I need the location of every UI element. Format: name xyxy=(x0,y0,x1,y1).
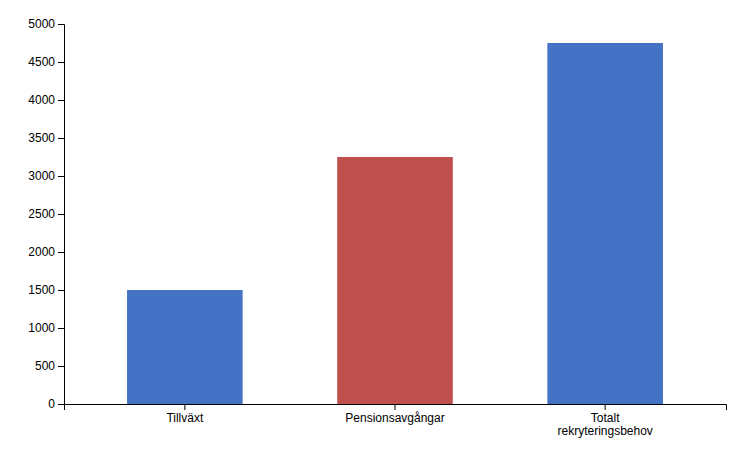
x-tick-label: Totaltrekryteringsbehov xyxy=(557,411,652,439)
chart-container: 0 500 1000 1500 2000 2500 3000 3500 4000 4500 5000… xyxy=(0,0,750,468)
x-tick-label: Pensionsavgångar xyxy=(345,411,444,425)
y-tick-mark xyxy=(58,290,64,291)
y-tick-mark xyxy=(58,100,64,101)
x-tick-label-line: rekryteringsbehov xyxy=(557,424,652,438)
x-tick-mark xyxy=(184,404,185,410)
x-tick-label-line: Totalt xyxy=(591,411,620,425)
y-axis-line xyxy=(58,25,65,405)
y-tick-label: 2000 xyxy=(28,245,55,259)
y-tick: 2500 xyxy=(28,207,64,221)
bar xyxy=(547,43,663,404)
y-tick-label: 2500 xyxy=(28,207,55,221)
y-axis: 0 500 1000 1500 2000 2500 3000 3500 4000 4500 5000 xyxy=(28,17,64,411)
x-tick-mark xyxy=(395,404,396,410)
x-tick: Totaltrekryteringsbehov xyxy=(557,404,652,438)
y-tick-label: 4000 xyxy=(28,93,55,107)
chart-svg: 0 500 1000 1500 2000 2500 3000 3500 4000 4500 5000… xyxy=(0,0,750,468)
x-tick-mark xyxy=(605,404,606,410)
y-tick-mark xyxy=(58,176,64,177)
y-tick-label: 4500 xyxy=(28,55,55,69)
bar xyxy=(337,157,453,404)
x-tick-label-line: Pensionsavgångar xyxy=(345,411,444,425)
plot-area: 0 500 1000 1500 2000 2500 3000 3500 4000 4500 5000… xyxy=(28,17,726,438)
y-tick: 500 xyxy=(35,359,64,373)
x-axis: Tillväxt Pensionsavgångar Totaltrekryterin… xyxy=(65,404,727,438)
y-tick: 4500 xyxy=(28,55,64,69)
y-tick: 1500 xyxy=(28,283,64,297)
y-tick-label: 1500 xyxy=(28,283,55,297)
y-tick-mark xyxy=(58,24,64,25)
y-tick-mark xyxy=(58,214,64,215)
x-tick-label-line: Tillväxt xyxy=(166,411,204,425)
y-tick: 5000 xyxy=(28,17,64,31)
bars xyxy=(127,43,663,404)
y-tick-label: 3000 xyxy=(28,169,55,183)
y-tick: 3500 xyxy=(28,131,64,145)
y-tick: 2000 xyxy=(28,245,64,259)
y-tick-label: 3500 xyxy=(28,131,55,145)
y-tick: 1000 xyxy=(28,321,64,335)
x-axis-line xyxy=(65,405,727,411)
y-tick-label: 0 xyxy=(48,397,55,411)
y-tick-mark xyxy=(58,252,64,253)
x-tick-label: Tillväxt xyxy=(166,411,204,425)
y-tick-mark xyxy=(58,404,64,405)
bar xyxy=(127,290,243,404)
y-tick-mark xyxy=(58,328,64,329)
y-tick-mark xyxy=(58,138,64,139)
y-tick-label: 500 xyxy=(35,359,55,373)
x-tick: Pensionsavgångar xyxy=(345,404,444,425)
y-tick-label: 5000 xyxy=(28,17,55,31)
y-tick-label: 1000 xyxy=(28,321,55,335)
y-tick-mark xyxy=(58,62,64,63)
y-tick-mark xyxy=(58,366,64,367)
y-tick: 0 xyxy=(48,397,64,411)
y-tick: 3000 xyxy=(28,169,64,183)
y-tick: 4000 xyxy=(28,93,64,107)
x-tick: Tillväxt xyxy=(166,404,204,425)
